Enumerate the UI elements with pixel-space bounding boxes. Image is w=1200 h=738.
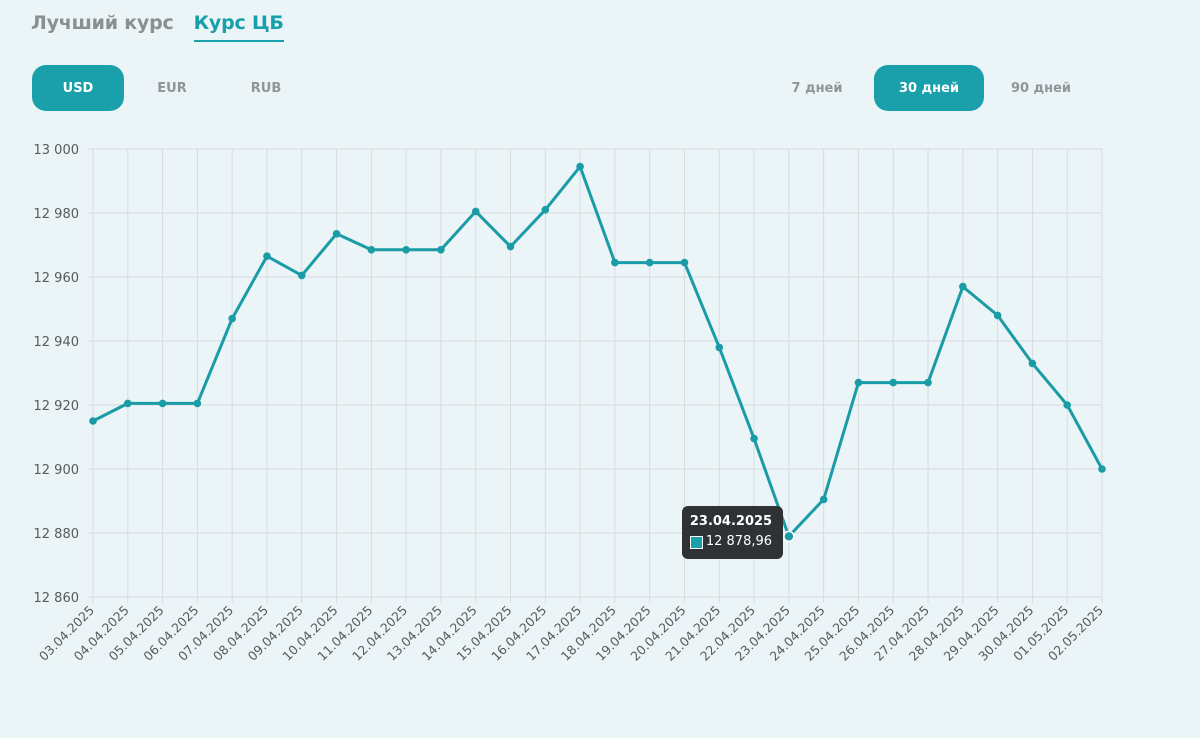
currency-rub-button[interactable]: RUB <box>250 80 282 96</box>
tooltip-date: 23.04.2025 <box>689 514 773 530</box>
y-tick-label: 12 900 <box>34 463 80 478</box>
data-point[interactable] <box>158 399 167 408</box>
period-30-days-button[interactable]: 30 дней <box>874 65 984 111</box>
data-point[interactable] <box>228 314 236 323</box>
data-point[interactable] <box>402 246 410 254</box>
data-point[interactable] <box>471 207 480 216</box>
data-point[interactable] <box>297 271 306 280</box>
data-point[interactable] <box>889 378 898 387</box>
data-point[interactable] <box>715 343 724 352</box>
data-point[interactable] <box>680 258 689 267</box>
data-point[interactable] <box>959 282 967 291</box>
y-tick-label: 12 920 <box>34 399 80 414</box>
y-tick-label: 13 000 <box>34 143 80 158</box>
data-point[interactable] <box>819 495 828 504</box>
period-selector: 7 дней 30 дней 90 дней <box>762 65 1096 111</box>
rate-line-chart[interactable]: 13 000 12 980 12 960 12 940 12 920 12 900 12 8… <box>0 130 1200 738</box>
data-point[interactable] <box>506 242 515 251</box>
series-polyline <box>92 165 1104 538</box>
data-point[interactable] <box>993 311 1002 320</box>
data-point[interactable] <box>89 417 97 425</box>
tooltip-series-swatch <box>689 535 703 549</box>
series-points <box>89 162 1106 543</box>
data-point[interactable] <box>854 378 863 387</box>
currency-usd-button[interactable]: USD <box>32 65 124 111</box>
y-tick-label: 12 940 <box>34 335 80 350</box>
data-point[interactable] <box>750 434 758 443</box>
data-point[interactable] <box>541 206 550 214</box>
data-point[interactable] <box>576 162 584 171</box>
currency-eur-button[interactable]: EUR <box>157 80 187 96</box>
series-line <box>92 165 1104 538</box>
y-tick-label: 12 880 <box>34 527 80 542</box>
data-point[interactable] <box>1063 401 1072 409</box>
data-point[interactable] <box>437 246 445 254</box>
highlighted-data-point[interactable] <box>783 530 795 543</box>
period-90-days-button[interactable]: 90 дней <box>1010 80 1072 96</box>
y-axis-ticks: 13 000 12 980 12 960 12 940 12 920 12 900 12 8… <box>34 143 80 606</box>
y-tick-label: 12 860 <box>34 591 80 606</box>
tooltip-value: 12 878,96 <box>705 534 773 550</box>
data-point[interactable] <box>1098 465 1106 473</box>
data-point[interactable] <box>1028 359 1037 368</box>
data-point[interactable] <box>645 258 654 267</box>
y-tick-label: 12 960 <box>34 271 80 286</box>
data-point[interactable] <box>611 258 619 267</box>
currency-selector: USD EUR RUB <box>32 65 312 111</box>
x-axis-ticks: 03.04.202504.04.202505.04.202506.04.2025… <box>36 603 1106 664</box>
chart-tooltip: 23.04.2025 12 878,96 <box>681 506 783 560</box>
chart-grid <box>87 148 1103 603</box>
rate-type-tabs: Лучший курс Курс ЦБ <box>31 12 284 42</box>
data-point[interactable] <box>367 246 376 254</box>
y-tick-label: 12 980 <box>34 207 80 222</box>
tab-cb-rate[interactable]: Курс ЦБ <box>193 12 284 42</box>
data-point[interactable] <box>332 230 341 238</box>
data-point[interactable] <box>924 378 932 387</box>
tab-best-rate[interactable]: Лучший курс <box>31 12 174 34</box>
period-7-days-button[interactable]: 7 дней <box>791 80 843 96</box>
data-point[interactable] <box>193 399 202 408</box>
data-point[interactable] <box>123 399 132 408</box>
data-point[interactable] <box>263 252 271 260</box>
